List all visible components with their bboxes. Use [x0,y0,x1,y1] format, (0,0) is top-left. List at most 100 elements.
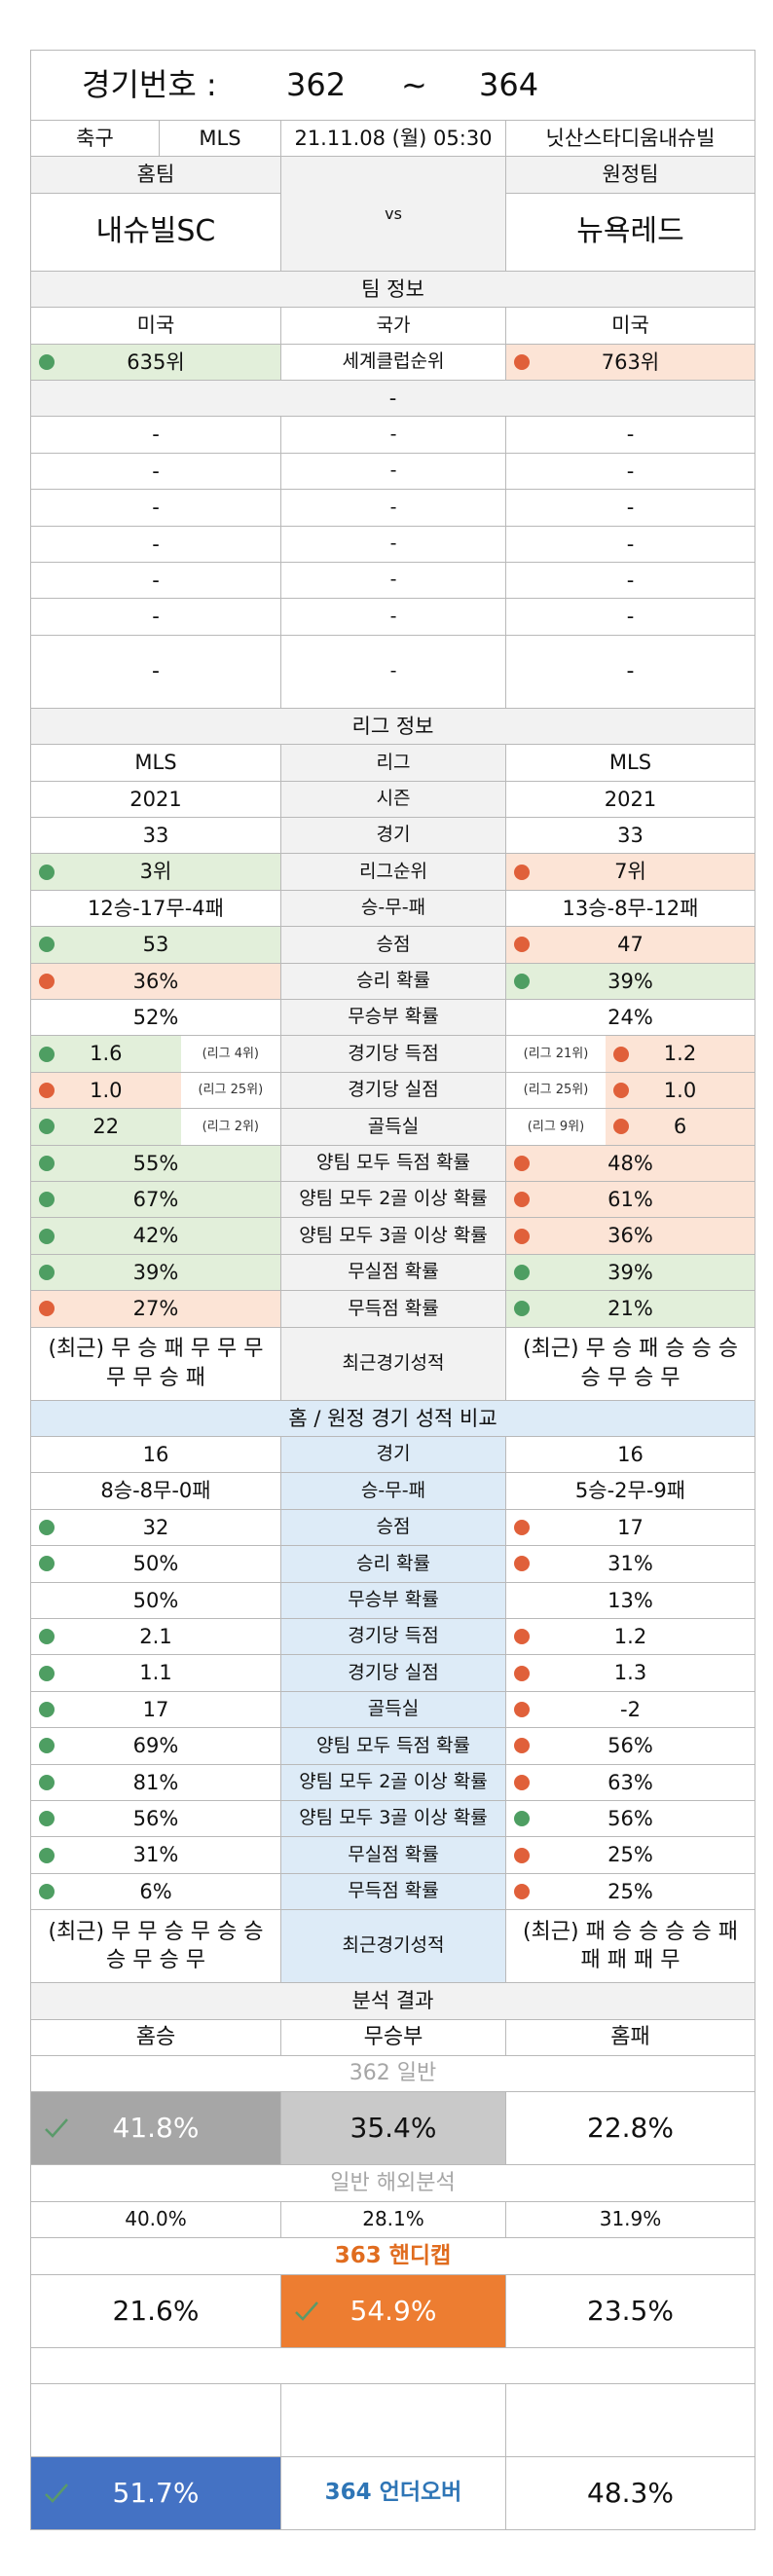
value-cell: 63% [505,1763,755,1801]
handicap-value-cell: 54.9% [280,2273,506,2348]
value-text: (최근) 무 승 패 승 승 승 승 무 승 무 [522,1336,739,1390]
value-region: 7위 [506,854,755,890]
value-cell: 1.3 [505,1654,755,1692]
indicator-dot [613,1046,629,1062]
check-icon [295,2300,318,2321]
value-text: - [626,423,635,447]
value-text: - [626,459,635,483]
indicator-dot [39,1264,55,1280]
value-region: 25% [506,1874,755,1909]
value-text: 17 [617,1515,644,1539]
row-label: 무실점 확률 [348,1843,439,1865]
row-label-cell: 골득실 [280,1108,506,1146]
value-region: 39% [31,1254,280,1291]
row-label: 경기당 득점 [348,1042,439,1064]
indicator-dot [39,1301,55,1317]
value-text: - [152,496,160,520]
row-label: 무승부 확률 [348,1588,439,1610]
vs-label: vs [385,203,402,223]
indicator-dot [514,1155,530,1171]
row-label: 양팀 모두 득점 확률 [316,1734,470,1756]
note-cell: (리그 4위) [181,1036,280,1071]
general-title: 362 일반 [349,2061,437,2086]
indicator-dot [514,864,530,880]
row-label: - [389,605,397,627]
handicap-value-cell: 21.6% [30,2273,281,2348]
row-label-cell: 승-무-패 [280,1472,506,1510]
value-region: 32 [31,1510,280,1545]
value-cell: - [30,416,281,454]
analysis-title: 분석 결과 [351,1989,434,2013]
value-cell: - [505,634,755,709]
check-stroke [295,2300,318,2321]
indicator-dot [514,1519,530,1535]
row-label-cell: 양팀 모두 3골 이상 확률 [280,1217,506,1255]
value-text: 42% [132,1224,179,1248]
indicator-dot [514,1738,530,1754]
value-text: 1.0 [90,1078,123,1102]
section-title: 리그 정보 [351,714,434,738]
row-label-cell: 국가 [280,307,506,345]
value-cell: 12승-17무-4패 [30,889,281,928]
value-text: 50% [132,1588,179,1612]
value-region: 22 [31,1109,181,1145]
value-text: 8승-8무-0패 [100,1479,211,1503]
match-number-from: 362 [286,65,347,103]
general-value-cell: 35.4% [280,2091,506,2166]
underover-value-cell: 51.7% [30,2456,281,2530]
row-label-cell: 경기당 실점 [280,1654,506,1692]
league-rank-note: (리그 25위) [523,1083,589,1098]
value-cell: 33 [505,817,755,855]
row-label-cell: 최근경기성적 [280,1909,506,1984]
value-cell: 5승-2무-9패 [505,1472,755,1510]
value-cell: - [30,634,281,709]
indicator-dot [514,973,530,989]
value-cell: 39% [505,1253,755,1292]
value-cell: (최근) 무 무 승 무 승 승 승 무 승 무 [30,1909,281,1984]
value-region: 27% [31,1291,280,1327]
check-icon [45,2118,68,2139]
indicator-dot [39,973,55,989]
row-label-cell: 무승부 확률 [280,1581,506,1619]
general-title-cell: 362 일반 [30,2055,755,2093]
indicator-dot [39,1665,55,1681]
value-region: 56% [506,1728,755,1763]
underover-title: 364 언더오버 [324,2480,462,2506]
row-label: 양팀 모두 3골 이상 확률 [299,1807,488,1829]
row-label: 리그순위 [359,860,427,882]
indicator-dot [39,1738,55,1754]
row-label-cell: - [280,598,506,636]
note-cell: (리그 25위) [506,1073,606,1108]
analysis-column: 홈패 [610,2024,650,2049]
row-label: 양팀 모두 득점 확률 [316,1151,470,1173]
value-text: - [626,496,635,520]
value-region: 1.2 [506,1619,755,1654]
indicator-dot [39,937,55,953]
overseas-title-cell: 일반 해외분석 [30,2164,755,2202]
value-text: 13% [607,1588,653,1612]
row-label-cell: - [280,489,506,527]
analysis-column-cell: 무승부 [280,2018,506,2056]
value-region: 1.3 [506,1655,755,1690]
value-text: - [152,459,160,483]
value-region: 42% [31,1218,280,1254]
value-text: 1.6 [90,1042,123,1066]
handicap-value: 21.6% [112,2294,200,2327]
indicator-dot [514,1883,530,1899]
value-text: 21% [607,1297,653,1321]
value-cell: 56% [505,1727,755,1765]
value-cell: - [505,598,755,636]
value-text: 48% [607,1151,653,1175]
indicator-dot [514,353,530,370]
row-label-cell: 승점 [280,1508,506,1547]
value-text: 53 [142,933,169,957]
away-team-cell: 뉴욕레드 [505,192,755,272]
value-text: 12승-17무-4패 [88,896,224,920]
section-header: - [30,380,755,418]
value-region: 21% [506,1291,755,1327]
value-cell: 8승-8무-0패 [30,1472,281,1510]
value-cell: 56% [505,1800,755,1838]
value-cell: 1.1 [30,1654,281,1692]
value-cell: - [30,452,281,491]
row-label-cell: - [280,525,506,563]
